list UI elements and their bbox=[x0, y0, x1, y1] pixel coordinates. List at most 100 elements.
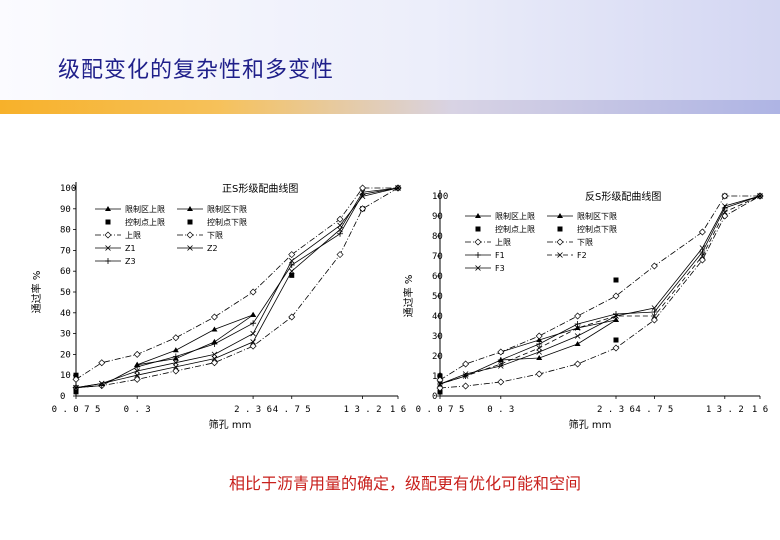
data-point bbox=[497, 348, 505, 356]
legend-marker bbox=[474, 238, 482, 246]
y-tick-label: 60 bbox=[432, 272, 443, 282]
legend-label: Z1 bbox=[125, 244, 136, 253]
data-point bbox=[613, 337, 619, 343]
y-tick-label: 10 bbox=[60, 371, 71, 381]
y-tick-label: 20 bbox=[60, 350, 71, 360]
data-point bbox=[651, 309, 658, 315]
data-point bbox=[173, 364, 179, 370]
legend-marker bbox=[557, 226, 563, 232]
data-point bbox=[98, 382, 105, 389]
data-point bbox=[288, 258, 295, 264]
legend-label: 上限 bbox=[495, 238, 511, 247]
data-point bbox=[73, 372, 79, 378]
series-line bbox=[75, 187, 399, 389]
series-3 bbox=[437, 193, 728, 379]
data-point bbox=[536, 355, 543, 360]
y-tick-label: 70 bbox=[432, 252, 443, 262]
data-point bbox=[613, 317, 619, 322]
data-point bbox=[497, 378, 505, 386]
y-tick-label: 50 bbox=[60, 288, 71, 298]
data-point bbox=[288, 313, 296, 321]
legend-marker bbox=[187, 206, 193, 211]
series-9 bbox=[73, 185, 401, 391]
chart-1: 正S形级配曲线图 0 10 20 30 40 50 60 70 80 90 100 0 . 0 7 5 0… bbox=[30, 182, 406, 431]
legend-marker bbox=[475, 213, 481, 218]
data-point bbox=[250, 311, 257, 317]
legend-label: 限制区上限 bbox=[125, 204, 165, 214]
legend-label: F2 bbox=[577, 251, 587, 260]
data-point bbox=[211, 341, 218, 347]
data-point bbox=[574, 341, 581, 346]
legend-marker bbox=[556, 238, 564, 246]
y-tick-label: 40 bbox=[432, 312, 443, 322]
legend-label: F3 bbox=[495, 264, 505, 273]
legend-marker bbox=[104, 231, 112, 239]
data-point bbox=[210, 313, 218, 321]
legend-marker bbox=[187, 245, 193, 251]
series-4 bbox=[73, 185, 401, 395]
chart-title: 反S形级配曲线图 bbox=[585, 190, 661, 203]
y-tick-label: 80 bbox=[432, 232, 443, 242]
data-point bbox=[289, 272, 295, 278]
data-point bbox=[210, 359, 218, 367]
legend-marker bbox=[105, 206, 111, 211]
chart-title: 正S形级配曲线图 bbox=[222, 182, 298, 195]
series-line bbox=[439, 195, 761, 389]
y-tick-label: 80 bbox=[60, 226, 71, 236]
x-tick-label: 2 . 3 6 bbox=[597, 405, 635, 415]
y-tick-label: 30 bbox=[432, 332, 443, 342]
series-line bbox=[75, 187, 398, 380]
y-tick-label: 10 bbox=[432, 372, 443, 382]
data-point bbox=[436, 384, 444, 392]
data-point bbox=[172, 334, 180, 342]
y-tick-label: 0 bbox=[432, 392, 437, 402]
legend-label: 下限 bbox=[207, 231, 223, 240]
legend-label: F1 bbox=[495, 251, 505, 260]
y-tick-label: 0 bbox=[60, 392, 65, 402]
data-point bbox=[336, 251, 344, 259]
data-point bbox=[698, 228, 706, 236]
x-tick-label: 0 . 3 bbox=[487, 405, 514, 415]
page-title: 级配变化的复杂性和多变性 bbox=[58, 58, 335, 83]
data-point bbox=[359, 184, 367, 192]
x-axis-label: 筛孔 mm bbox=[569, 418, 612, 431]
legend-marker bbox=[187, 219, 193, 225]
series-line bbox=[137, 314, 254, 366]
data-point bbox=[72, 375, 80, 383]
x-tick-label: 1 3 . 2 bbox=[706, 405, 744, 415]
data-point bbox=[359, 191, 366, 198]
series-line bbox=[75, 187, 399, 389]
data-point bbox=[722, 203, 728, 209]
legend-marker bbox=[105, 258, 111, 264]
legend-marker bbox=[105, 245, 111, 251]
legend-label: 控制点下限 bbox=[207, 217, 247, 227]
data-point bbox=[650, 262, 658, 270]
x-tick-label: 0 . 3 bbox=[124, 405, 151, 415]
data-point bbox=[134, 368, 140, 374]
data-point bbox=[133, 350, 141, 358]
data-point bbox=[651, 313, 658, 319]
series-8 bbox=[73, 185, 401, 391]
x-tick-label: 4 . 7 5 bbox=[273, 405, 311, 415]
x-tick-label: 2 . 3 6 bbox=[234, 405, 272, 415]
data-point bbox=[249, 288, 257, 296]
series-7 bbox=[73, 185, 401, 391]
x-tick-label: 0 . 0 7 5 bbox=[416, 405, 465, 415]
legend-marker bbox=[557, 252, 563, 258]
y-tick-label: 20 bbox=[432, 352, 443, 362]
data-point bbox=[437, 381, 443, 387]
data-point bbox=[173, 359, 179, 366]
legend-label: Z3 bbox=[125, 257, 136, 266]
data-point bbox=[699, 253, 706, 259]
data-point bbox=[336, 215, 344, 223]
data-point bbox=[613, 313, 619, 319]
series-6 bbox=[436, 192, 764, 392]
data-point bbox=[73, 389, 79, 395]
x-tick-label: 4 . 7 5 bbox=[635, 405, 673, 415]
series-8 bbox=[437, 193, 763, 387]
data-point bbox=[650, 316, 658, 324]
legend-marker bbox=[557, 213, 563, 218]
